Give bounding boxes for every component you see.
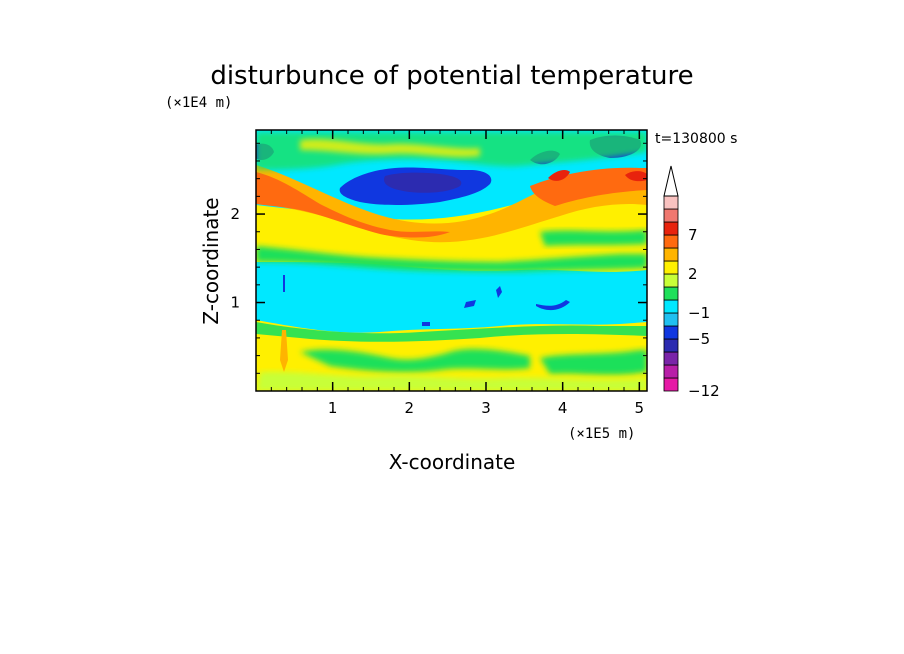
y-tick-label: 1 (230, 294, 240, 312)
colorbar-tick-label: 2 (688, 265, 698, 283)
colorbar-box (663, 247, 679, 262)
colorbar-tick-label: −1 (688, 304, 710, 322)
x-tick-label: 5 (635, 399, 645, 417)
colorbar-box (663, 260, 679, 275)
x-tick-label: 2 (405, 399, 415, 417)
colorbar-box (663, 312, 679, 327)
colorbar-extend-arrow (663, 165, 679, 197)
colorbar-tick-label: −5 (688, 330, 710, 348)
colorbar-box (663, 221, 679, 236)
red-core-right (548, 170, 570, 181)
colorbar-box (663, 195, 679, 210)
x-multiplier-label: (×1E5 m) (568, 426, 635, 442)
red-core-right-2 (625, 171, 647, 182)
colorbar-box (663, 286, 679, 301)
blue-fleck-2 (536, 300, 570, 311)
colorbar-tick-label: 7 (688, 226, 698, 244)
blue-fleck-5 (283, 275, 285, 292)
lower-green-patches-1 (300, 349, 530, 373)
x-axis-title: X-coordinate (389, 450, 516, 474)
y-axis: 12 (230, 142, 647, 374)
y-tick-label: 2 (230, 205, 240, 223)
yellow-top-streak (300, 139, 480, 158)
upper-green-strip-2 (540, 230, 647, 246)
blue-fleck-4 (496, 286, 502, 298)
cold-pool-core (384, 172, 462, 193)
y-multiplier-label: (×1E4 m) (165, 95, 232, 111)
blue-fleck-1 (464, 300, 476, 308)
colorbar-box (663, 338, 679, 353)
colorbar-box (663, 351, 679, 366)
x-axis: 1 2 3 4 5 (270, 130, 645, 417)
lower-green-patches-2 (540, 350, 647, 375)
time-annotation: t=130800 s (655, 131, 737, 147)
colorbar-box (663, 234, 679, 249)
plot-frame (255, 129, 648, 392)
chart-title: disturbunce of potential temperature (210, 61, 693, 91)
colorbar-box (663, 299, 679, 314)
contour-field (256, 130, 647, 391)
y-axis-title: Z-coordinate (199, 197, 223, 324)
colorbar-box (663, 377, 679, 392)
lower-green-band (256, 322, 647, 342)
red-orange-arc (256, 172, 450, 238)
x-tick-label: 3 (481, 399, 491, 417)
colorbar-box (663, 325, 679, 340)
colorbar-box (663, 273, 679, 288)
x-tick-label: 4 (558, 399, 568, 417)
upper-green-strip (256, 246, 647, 272)
x-tick-label: 1 (328, 399, 338, 417)
lower-lime-patches (256, 371, 647, 391)
colorbar-box (663, 364, 679, 379)
colorbar: −12−5−127 (663, 165, 720, 400)
colorbar-tick-label: −12 (688, 382, 720, 400)
blue-fleck-3 (422, 322, 430, 326)
colorbar-box (663, 208, 679, 223)
lower-orange-fleck (280, 330, 288, 372)
